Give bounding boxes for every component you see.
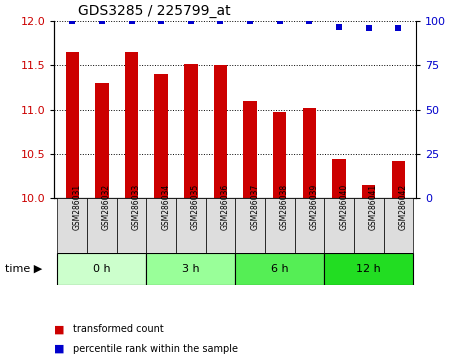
- Bar: [146, 253, 236, 285]
- Text: transformed count: transformed count: [73, 324, 164, 334]
- Bar: [244, 101, 257, 198]
- Text: GSM286041: GSM286041: [369, 183, 378, 229]
- Point: [187, 18, 194, 24]
- Bar: [303, 108, 316, 198]
- Bar: [354, 198, 384, 253]
- Bar: [176, 198, 206, 253]
- Bar: [117, 198, 146, 253]
- Point: [69, 18, 76, 24]
- Bar: [295, 198, 324, 253]
- Bar: [146, 198, 176, 253]
- Point: [246, 18, 254, 24]
- Text: GSM286038: GSM286038: [280, 183, 289, 229]
- Bar: [333, 159, 346, 198]
- Text: GSM286037: GSM286037: [250, 183, 259, 230]
- Bar: [57, 198, 87, 253]
- Text: GSM286039: GSM286039: [309, 183, 318, 230]
- Point: [365, 25, 373, 31]
- Bar: [66, 52, 79, 198]
- Bar: [265, 198, 295, 253]
- Text: GSM286035: GSM286035: [191, 183, 200, 230]
- Point: [158, 18, 165, 24]
- Bar: [324, 253, 413, 285]
- Text: GSM286033: GSM286033: [131, 183, 140, 230]
- Text: GSM286040: GSM286040: [339, 183, 348, 230]
- Bar: [184, 64, 198, 198]
- Point: [217, 18, 224, 24]
- Bar: [87, 198, 117, 253]
- Bar: [392, 161, 405, 198]
- Text: GSM286034: GSM286034: [161, 183, 170, 230]
- Point: [276, 18, 284, 24]
- Text: time ▶: time ▶: [5, 264, 42, 274]
- Text: GSM286031: GSM286031: [72, 183, 81, 229]
- Bar: [362, 185, 376, 198]
- Text: GSM286042: GSM286042: [398, 183, 407, 229]
- Text: 3 h: 3 h: [182, 264, 200, 274]
- Point: [98, 18, 105, 24]
- Point: [394, 25, 402, 31]
- Bar: [236, 253, 324, 285]
- Text: GDS3285 / 225799_at: GDS3285 / 225799_at: [78, 4, 231, 18]
- Bar: [125, 52, 138, 198]
- Bar: [324, 198, 354, 253]
- Bar: [236, 198, 265, 253]
- Text: GSM286032: GSM286032: [102, 183, 111, 229]
- Point: [128, 18, 135, 24]
- Text: percentile rank within the sample: percentile rank within the sample: [73, 344, 238, 354]
- Point: [335, 24, 343, 29]
- Text: 0 h: 0 h: [93, 264, 111, 274]
- Bar: [273, 112, 287, 198]
- Text: ■: ■: [54, 344, 65, 354]
- Bar: [95, 83, 108, 198]
- Bar: [155, 74, 168, 198]
- Point: [306, 18, 313, 24]
- Text: 6 h: 6 h: [271, 264, 289, 274]
- Bar: [384, 198, 413, 253]
- Text: 12 h: 12 h: [357, 264, 381, 274]
- Text: GSM286036: GSM286036: [220, 183, 229, 230]
- Text: ■: ■: [54, 324, 65, 334]
- Bar: [57, 253, 146, 285]
- Bar: [206, 198, 236, 253]
- Bar: [214, 65, 227, 198]
